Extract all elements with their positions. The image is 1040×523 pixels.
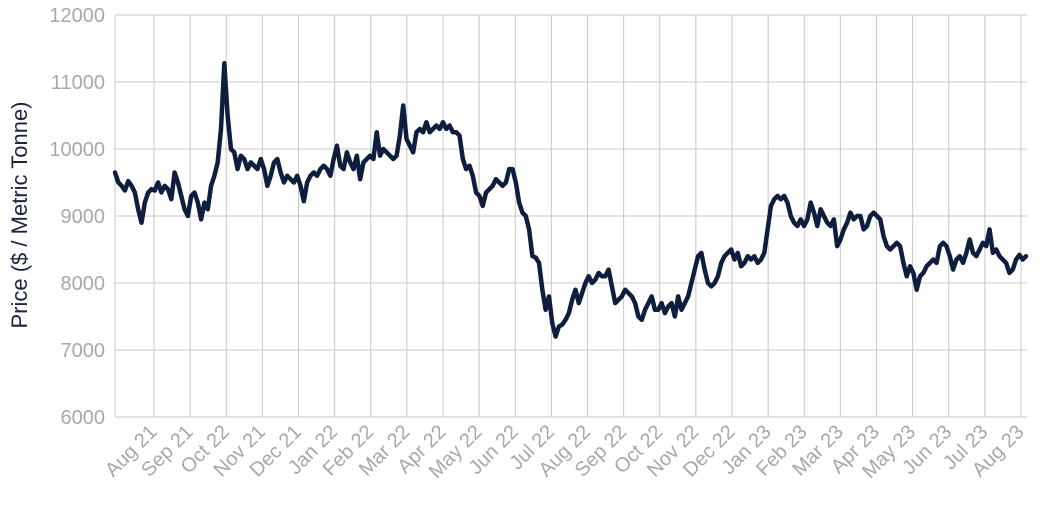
grid-lines: [114, 14, 1027, 418]
y-tick-label: 11000: [51, 72, 105, 94]
y-tick-label: 8000: [61, 273, 106, 295]
y-tick-label: 6000: [61, 407, 106, 429]
y-axis-title: Price ($ / Metric Tonne): [7, 101, 32, 328]
y-tick-label: 10000: [49, 139, 105, 161]
price-series-line: [112, 60, 1029, 339]
y-tick-label: 7000: [61, 340, 106, 362]
series-layer: [112, 60, 1029, 339]
y-tick-label: 9000: [61, 206, 106, 228]
y-axis-ticks: 6000 7000 8000 9000 10000 11000 12000: [49, 5, 105, 429]
y-tick-label: 12000: [49, 5, 105, 27]
